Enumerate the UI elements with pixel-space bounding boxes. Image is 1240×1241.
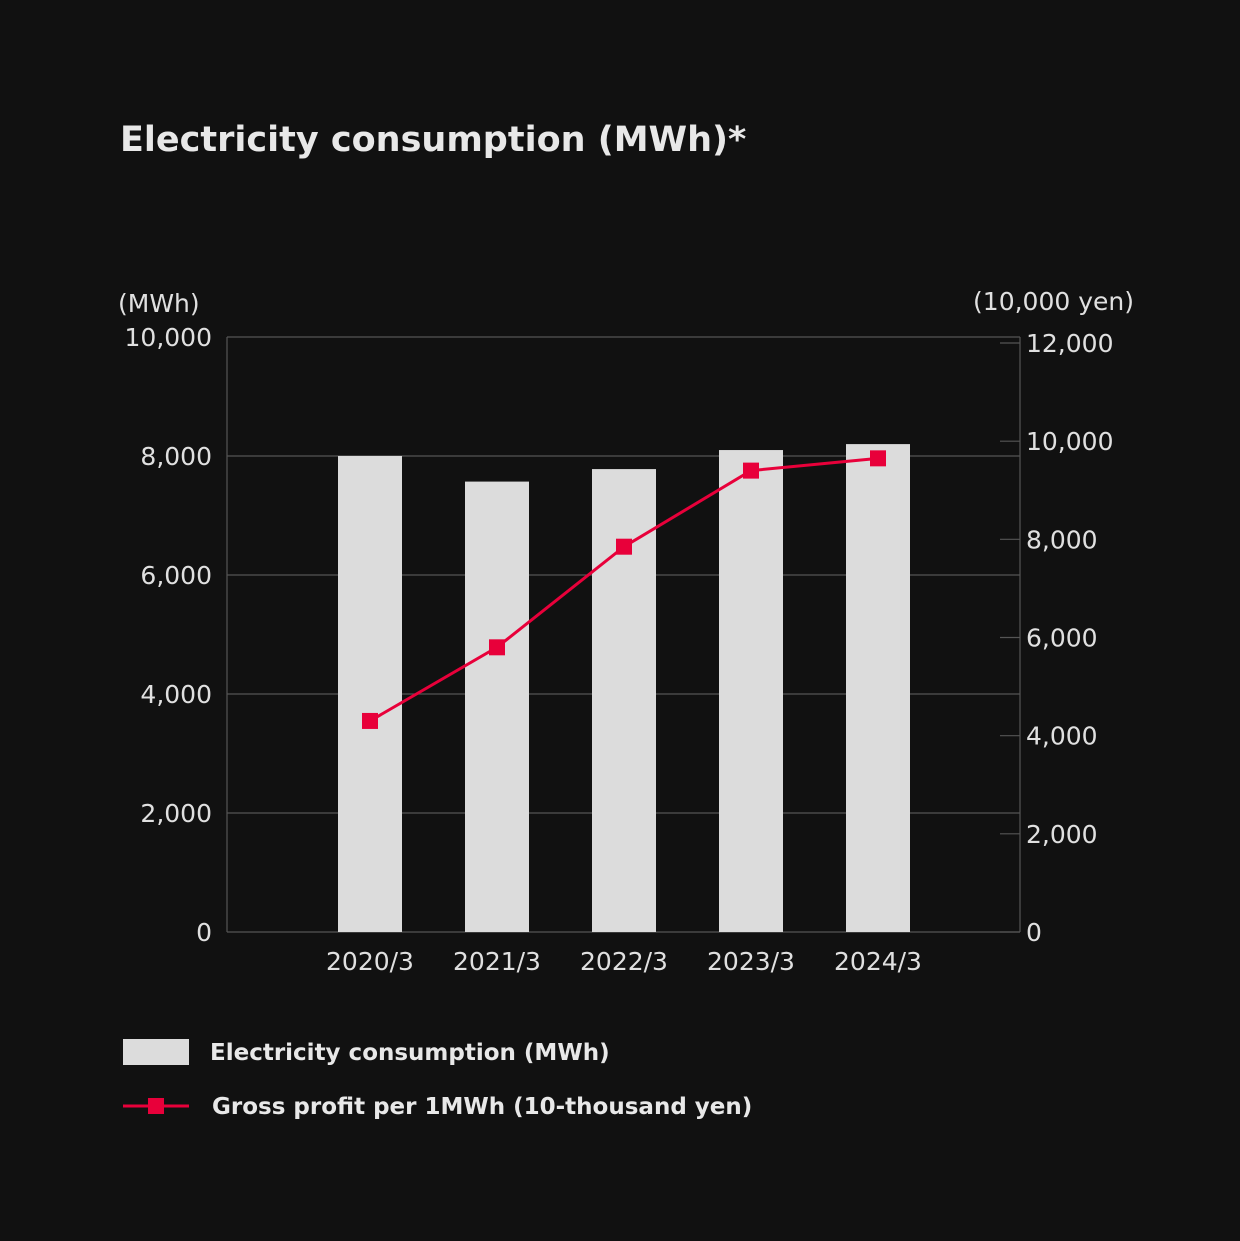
legend-layer: Electricity consumption (MWh) Gross profi… [123,1039,752,1120]
line-point-2023-3 [743,462,759,479]
left-tick-label: 4,000 [140,680,212,709]
x-tick-label: 2023/3 [707,947,795,976]
right-tick-label: 2,000 [1026,820,1098,849]
bar-2022-3 [592,469,656,932]
right-tick-label: 8,000 [1026,525,1098,554]
right-tick-label: 0 [1026,918,1042,947]
x-tick-label: 2021/3 [453,947,541,976]
left-tick-label: 8,000 [140,442,212,471]
left-tick-label: 6,000 [140,561,212,590]
right-tick-label: 6,000 [1026,624,1098,653]
left-tick-label: 10,000 [125,323,212,352]
x-tick-label: 2024/3 [834,947,922,976]
x-tick-label: 2022/3 [580,947,668,976]
line-point-2024-3 [870,450,886,467]
left-axis-unit: (MWh) [118,289,200,318]
right-tick-label: 4,000 [1026,722,1098,751]
bar-2021-3 [465,481,529,932]
bars-layer [338,444,910,932]
line-point-2021-3 [489,639,505,656]
bar-2023-3 [719,450,783,932]
left-tick-label: 2,000 [140,799,212,828]
legend-line-label: Gross profit per 1MWh (10-thousand yen) [212,1094,752,1120]
legend-line-marker [148,1098,164,1114]
right-axis-unit: (10,000 yen) [973,287,1134,316]
legend-bar-label: Electricity consumption (MWh) [210,1040,610,1066]
chart-title: Electricity consumption (MWh)* [120,120,747,160]
x-tick-label: 2020/3 [326,947,414,976]
right-tick-label: 10,000 [1026,427,1113,456]
line-point-2022-3 [616,538,632,555]
bar-2024-3 [846,444,910,932]
bar-2020-3 [338,456,402,932]
line-layer [362,450,886,729]
left-tick-label: 0 [196,918,212,947]
line-point-2020-3 [362,712,378,729]
axis-layer: 0 2,000 4,000 6,000 8,000 10,000 0 2,000 4,000 6,… [118,287,1134,976]
legend-bar-swatch [123,1039,189,1065]
right-tick-label: 12,000 [1026,329,1113,358]
